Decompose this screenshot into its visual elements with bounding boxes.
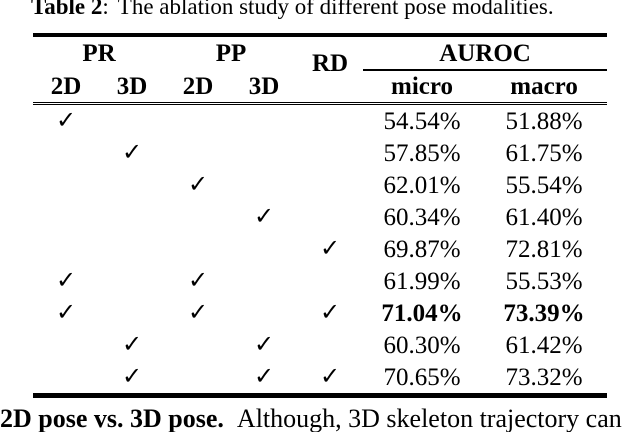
value-cell-micro: 61.99% [383, 267, 461, 295]
checkmark-cell-pr-2d [33, 137, 99, 169]
header-rd: RD [297, 35, 364, 105]
header-micro: micro [363, 70, 482, 105]
table-row: ✓ 69.87% 72.81% [33, 233, 607, 265]
checkmark-cell-pr-3d [99, 297, 165, 329]
checkmark-cell-pp-3d [231, 169, 297, 201]
caption-separator: : [102, 0, 109, 19]
checkmark-cell-pr-3d: ✓ [121, 364, 143, 390]
value-cell-micro: 62.01% [383, 171, 461, 199]
checkmark-cell-rd [297, 104, 363, 138]
checkmark-cell-pp-3d [231, 265, 297, 297]
checkmark-cell-pp-2d [165, 361, 231, 396]
checkmark-cell-pr-3d: ✓ [121, 140, 143, 166]
header-group-pr: PR [82, 40, 116, 67]
checkmark-cell-pp-2d: ✓ [187, 268, 209, 294]
value-cell-micro: 60.34% [383, 203, 461, 231]
ablation-table: PR PP RD AUROC 2D 3D 2D 3D micro macro ✓ [33, 33, 608, 398]
checkmark-cell-pr-2d [33, 233, 99, 265]
header-pp-3d: 3D [231, 70, 298, 105]
table-row-best: ✓ ✓ ✓ 71.04% 73.39% [33, 297, 607, 329]
checkmark-cell-pp-3d: ✓ [253, 364, 275, 390]
checkmark-cell-pp-2d [165, 137, 231, 169]
table-header: PR PP RD AUROC 2D 3D 2D 3D micro macro [33, 35, 608, 105]
value-cell-macro: 55.53% [505, 267, 583, 295]
header-pr-2d: 2D [33, 70, 99, 105]
checkmark-cell-rd [297, 265, 363, 297]
caption-label: Table 2 [31, 0, 103, 19]
value-cell-micro: 69.87% [383, 235, 461, 263]
checkmark-cell-pp-3d [231, 104, 297, 138]
checkmark-cell-pr-3d: ✓ [121, 332, 143, 358]
checkmark-cell-pr-2d [33, 169, 99, 201]
body-paragraph: 2D pose vs. 3D pose. Although, 3D skeleto… [0, 403, 640, 432]
value-cell-micro: 60.30% [383, 331, 461, 359]
value-cell-micro: 71.04% [381, 299, 463, 327]
checkmark-cell-pr-3d [99, 169, 165, 201]
checkmark-cell-pp-3d [231, 297, 297, 329]
checkmark-cell-pp-2d [165, 104, 231, 138]
table-row: ✓ 62.01% 55.54% [33, 169, 607, 201]
value-cell-micro: 70.65% [383, 363, 461, 391]
table-row: ✓ 57.85% 61.75% [33, 137, 607, 169]
checkmark-cell-pr-3d [99, 233, 165, 265]
value-cell-macro: 72.81% [505, 235, 583, 263]
header-group-pp: PP [215, 40, 247, 67]
checkmark-cell-pp-3d [231, 233, 297, 265]
header-sub-row: 2D 3D 2D 3D micro macro [33, 70, 608, 105]
checkmark-cell-pp-3d [231, 137, 297, 169]
paragraph-lead: 2D pose vs. 3D pose. [0, 404, 224, 432]
checkmark-cell-pp-2d [165, 329, 231, 361]
table-row: ✓ ✓ ✓ 70.65% 73.32% [33, 361, 607, 396]
checkmark-cell-pp-3d: ✓ [253, 204, 275, 230]
header-macro: macro [481, 70, 608, 105]
value-cell-macro: 55.54% [505, 171, 583, 199]
checkmark-cell-pr-3d [99, 201, 165, 233]
header-pp-2d: 2D [165, 70, 232, 105]
value-cell-macro: 51.88% [505, 107, 583, 135]
value-cell-macro: 73.32% [505, 363, 583, 391]
table-row: ✓ ✓ 61.99% 55.53% [33, 265, 607, 297]
checkmark-cell-pr-3d [99, 265, 165, 297]
checkmark-cell-pr-3d [99, 104, 165, 138]
checkmark-cell-pp-3d: ✓ [253, 332, 275, 358]
value-cell-macro: 61.42% [505, 331, 583, 359]
checkmark-cell-rd: ✓ [319, 236, 341, 262]
checkmark-cell-pr-2d: ✓ [55, 268, 77, 294]
checkmark-cell-rd: ✓ [319, 300, 341, 326]
value-cell-micro: 57.85% [383, 139, 461, 167]
checkmark-cell-rd [297, 201, 363, 233]
checkmark-cell-rd [297, 137, 363, 169]
table-body: ✓ 54.54% 51.88% ✓ 57.85% 61.75% ✓ [33, 104, 607, 396]
checkmark-cell-rd: ✓ [319, 364, 341, 390]
checkmark-cell-rd [297, 329, 363, 361]
checkmark-cell-pr-2d: ✓ [55, 300, 77, 326]
table-row: ✓ 54.54% 51.88% [33, 104, 607, 138]
checkmark-cell-pr-2d: ✓ [55, 108, 77, 134]
table-caption: Table 2: The ablation study of different … [31, 0, 640, 21]
header-group-auroc: AUROC [363, 35, 608, 71]
checkmark-cell-pp-2d [165, 233, 231, 265]
header-group-row: PR PP RD AUROC [33, 35, 608, 105]
checkmark-cell-pr-2d [33, 361, 99, 396]
checkmark-cell-rd [297, 169, 363, 201]
table-row: ✓ 60.34% 61.40% [33, 201, 607, 233]
value-cell-macro: 73.39% [503, 299, 585, 327]
checkmark-cell-pr-2d [33, 201, 99, 233]
value-cell-macro: 61.75% [505, 139, 583, 167]
table-row: ✓ ✓ 60.30% 61.42% [33, 329, 607, 361]
checkmark-cell-pr-2d [33, 329, 99, 361]
value-cell-micro: 54.54% [383, 107, 461, 135]
header-pr-3d: 3D [99, 70, 166, 105]
checkmark-cell-pp-2d: ✓ [187, 172, 209, 198]
paragraph-text: Although, 3D skeleton trajectory can [236, 404, 622, 432]
checkmark-cell-pp-2d: ✓ [187, 300, 209, 326]
caption-text: The ablation study of different pose mod… [117, 0, 554, 19]
checkmark-cell-pp-2d [165, 201, 231, 233]
value-cell-macro: 61.40% [505, 203, 583, 231]
